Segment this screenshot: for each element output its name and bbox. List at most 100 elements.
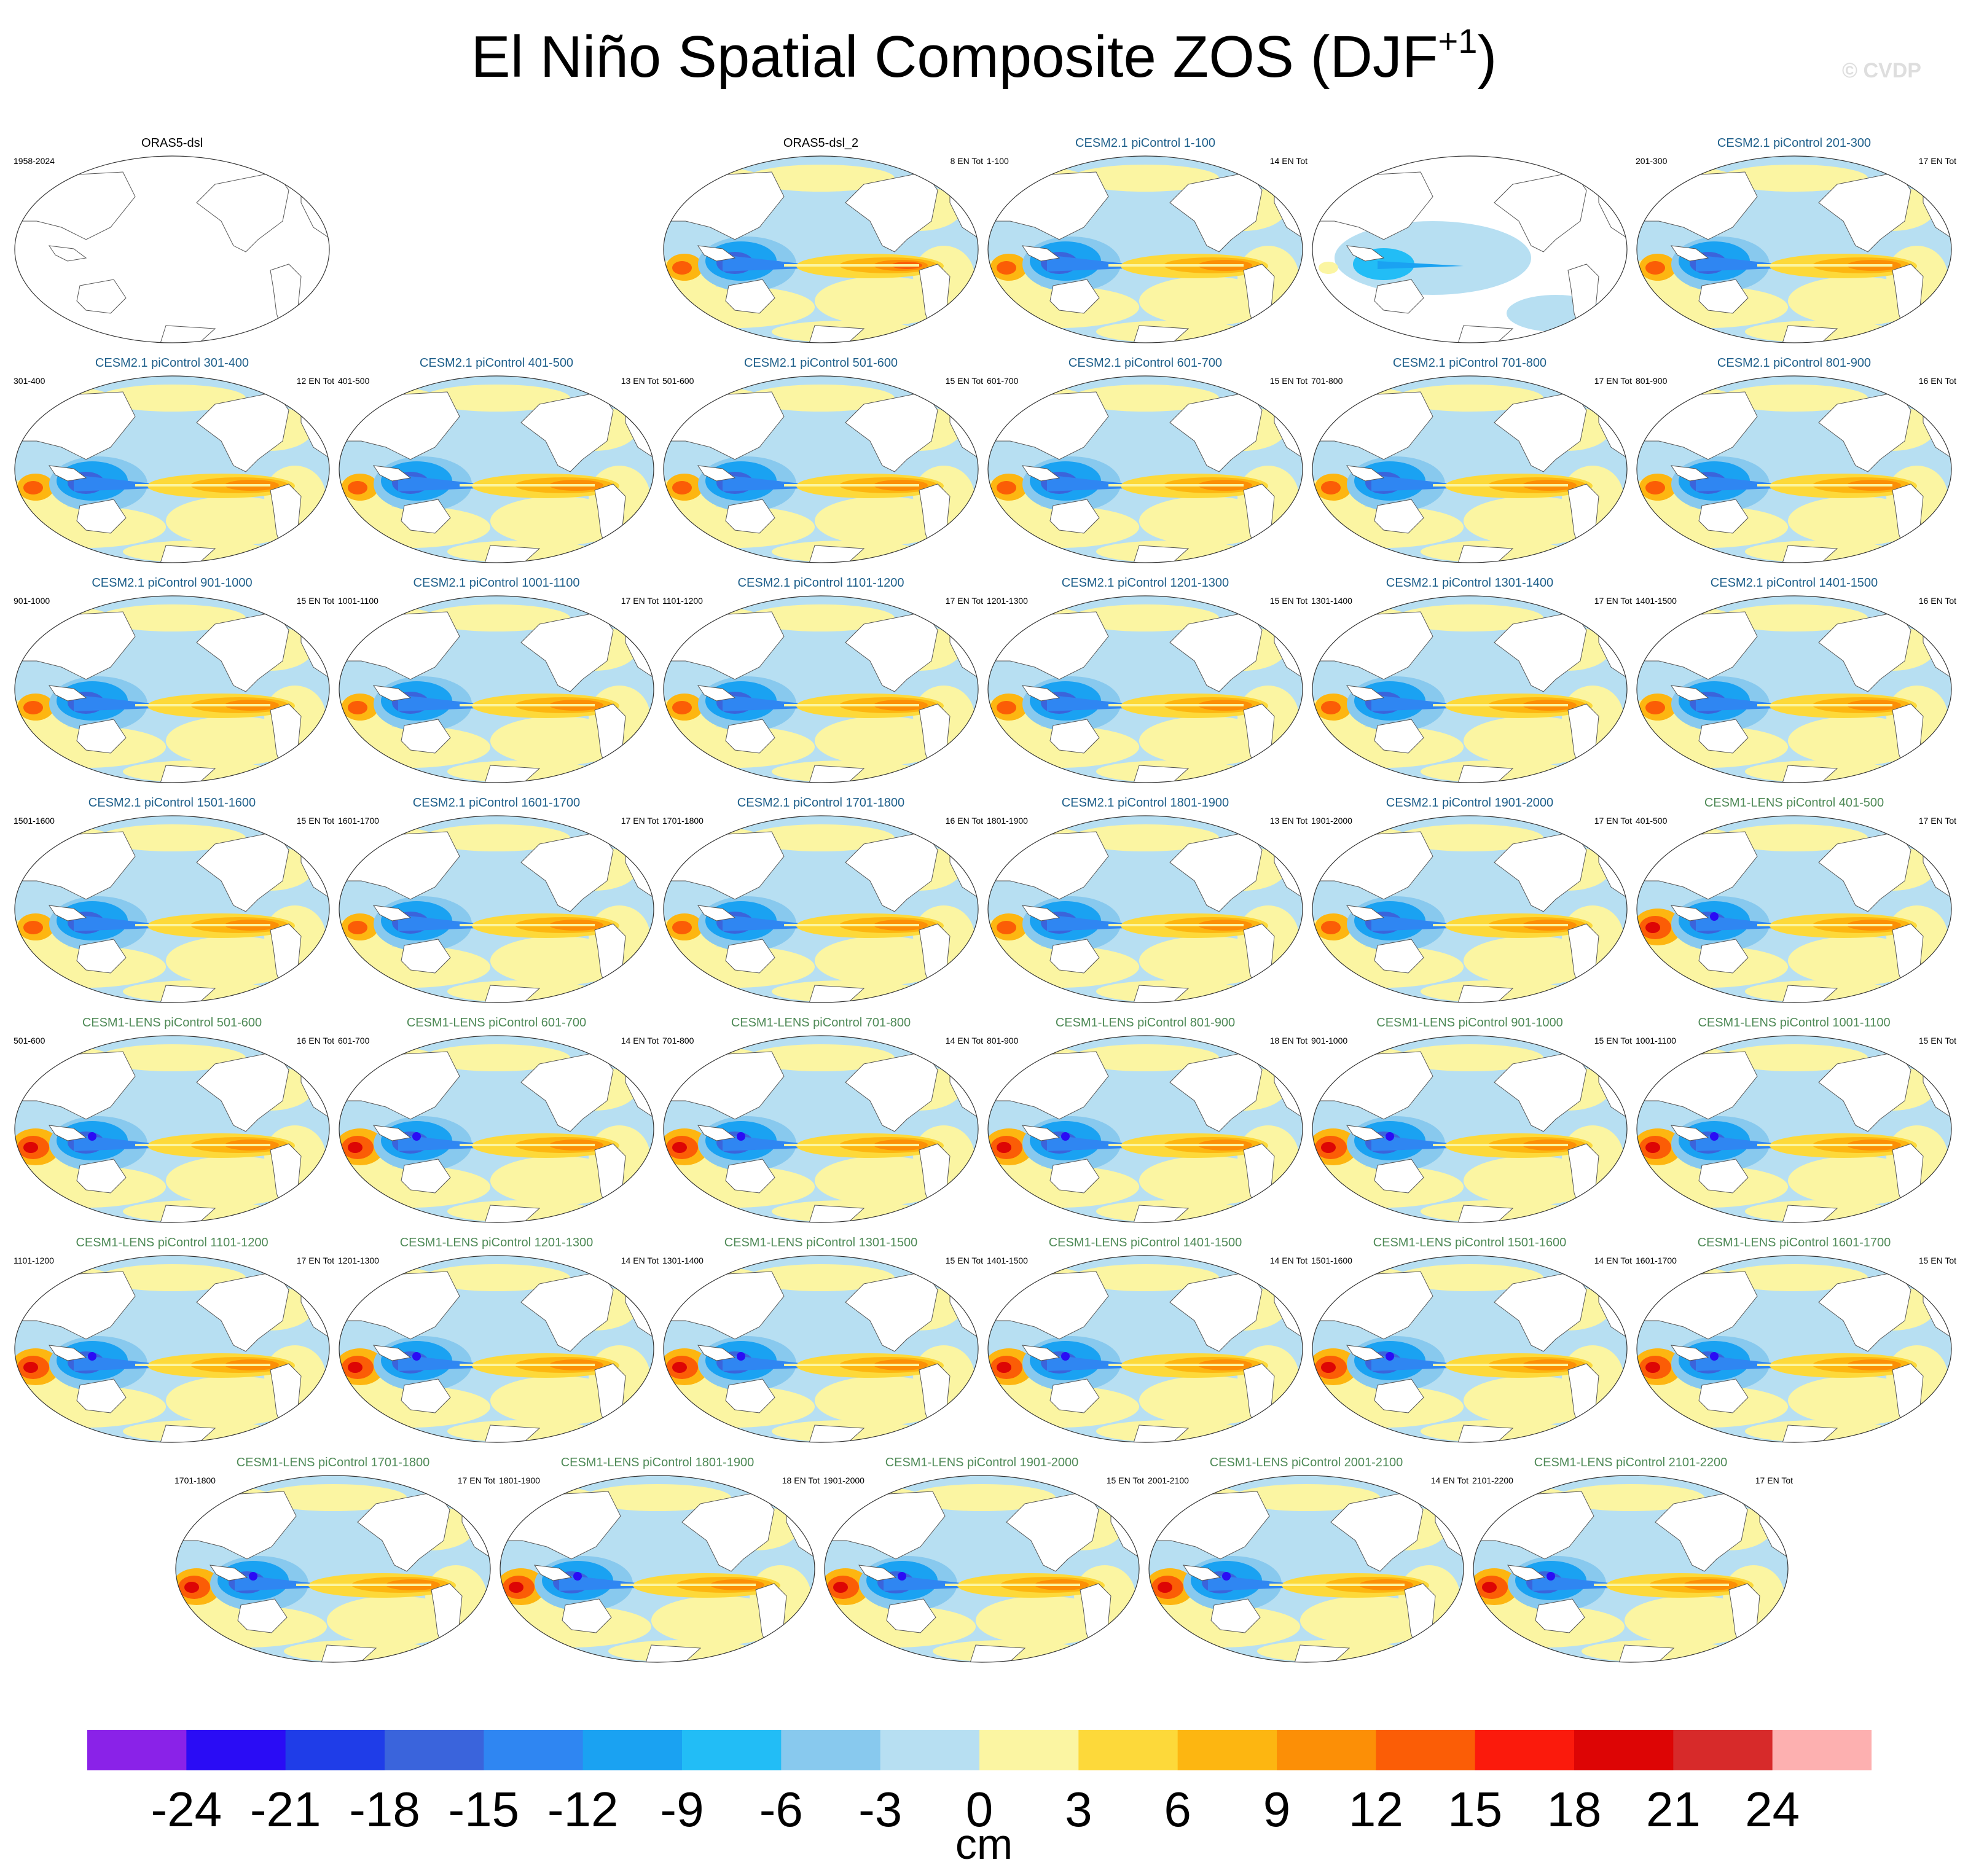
- ocean-field: [1637, 816, 1951, 1002]
- ocean-field: [825, 1475, 1139, 1662]
- map-panel: CESM1-LENS piControl 2101-2200 2101-2200 1…: [1471, 1456, 1793, 1665]
- ocean-field: [1312, 1036, 1627, 1222]
- colorbar-tick: -3: [858, 1782, 903, 1837]
- ocean-field: [988, 596, 1303, 783]
- panel-title: CESM2.1 piControl 301-400: [95, 356, 249, 370]
- map-plot: [987, 595, 1303, 783]
- panel-title: CESM1-LENS piControl 1201-1300: [399, 1236, 594, 1249]
- ocean-field: [15, 376, 329, 563]
- title-main: El Niño Spatial Composite ZOS (DJF: [471, 24, 1438, 90]
- panel-years: 1601-1700: [338, 816, 379, 826]
- map-panel: CESM1-LENS piControl 901-1000 901-1000 15 …: [1310, 1016, 1632, 1225]
- colorbar-tick: 12: [1348, 1782, 1403, 1837]
- colorbar-segment: [1574, 1730, 1674, 1770]
- panel-event-count: 17 EN Tot: [1918, 156, 1956, 166]
- ocean-field: [1149, 1475, 1464, 1662]
- panel-years: 301-400: [14, 376, 45, 386]
- panel-years: 401-500: [338, 376, 370, 386]
- panel-event-count: 15 EN Tot: [945, 1256, 983, 1265]
- colorbar-tick: 6: [1164, 1782, 1191, 1837]
- ocean-field: [988, 1256, 1303, 1442]
- map-panel: CESM1-LENS piControl 801-900 801-900 18 EN…: [986, 1016, 1307, 1225]
- panel-event-count: 15 EN Tot: [945, 376, 983, 386]
- ocean-field: [339, 1256, 654, 1442]
- panel-title: CESM2.1 piControl 1801-1900: [1061, 796, 1229, 810]
- colorbar-tick: -15: [448, 1782, 520, 1837]
- map-plot: [1148, 1475, 1464, 1663]
- panel-years: 1801-1900: [987, 816, 1028, 826]
- panel-years: 1401-1500: [1636, 596, 1677, 606]
- panel-event-count: 14 EN Tot: [621, 1256, 659, 1265]
- map-panel: CESM1-LENS piControl 2001-2100 2001-2100 1…: [1147, 1456, 1468, 1665]
- map-plot: [987, 1255, 1303, 1443]
- colorbar-tick: -9: [660, 1782, 704, 1837]
- map-plot: [663, 155, 979, 343]
- map-plot: [175, 1475, 491, 1663]
- panel-title: CESM2.1 piControl 801-900: [1717, 356, 1872, 370]
- panel-event-count: 14 EN Tot: [945, 1036, 983, 1045]
- panel-years: 501-600: [14, 1036, 45, 1045]
- ocean-field: [664, 1256, 978, 1442]
- panel-years: 1958-2024: [14, 156, 55, 166]
- panel-years: 2101-2200: [1472, 1475, 1513, 1485]
- ocean-field: [339, 376, 654, 563]
- map-plot: [1312, 815, 1628, 1003]
- panel-title: CESM1-LENS piControl 1401-1500: [1048, 1236, 1242, 1249]
- colorbar-segment: [582, 1730, 683, 1770]
- colorbar-segment: [87, 1730, 187, 1770]
- map-panel: CESM2.1 piControl 1301-1400 1301-1400 17 E…: [1310, 576, 1632, 785]
- map-panel: CESM2.1 piControl 201-300 201-300 17 EN To…: [1634, 136, 1956, 345]
- map-panel: CESM2.1 piControl 1101-1200 1101-1200 17 E…: [661, 576, 983, 785]
- panel-years: 1801-1900: [499, 1475, 540, 1485]
- colorbar-tick: 0: [965, 1782, 994, 1837]
- title-close: ): [1477, 24, 1497, 90]
- map-panel: CESM1-LENS piControl 1901-2000 1901-2000 1…: [822, 1456, 1144, 1665]
- panel-title: CESM1-LENS piControl 2001-2100: [1209, 1456, 1403, 1469]
- panel-title: CESM1-LENS piControl 2101-2200: [1534, 1456, 1728, 1469]
- panel-event-count: 12 EN Tot: [296, 376, 334, 386]
- panel-title: CESM2.1 piControl 1101-1200: [737, 576, 904, 590]
- panel-years: 1101-1200: [14, 1256, 54, 1265]
- panel-years: 1201-1300: [338, 1256, 379, 1265]
- ocean-field: [1637, 376, 1951, 563]
- map-panel: CESM1-LENS piControl 1401-1500 1401-1500 1…: [986, 1236, 1307, 1445]
- map-plot: [663, 1035, 979, 1223]
- map-panel: CESM1-LENS piControl 401-500 401-500 17 EN…: [1634, 796, 1956, 1005]
- panel-title: CESM1-LENS piControl 1301-1500: [724, 1236, 918, 1249]
- map-panel: ORAS5-dsl 1958-2024: [12, 136, 332, 345]
- panel-event-count: 17 EN Tot: [457, 1475, 495, 1485]
- panel-title: CESM1-LENS piControl 1901-2000: [885, 1456, 1079, 1469]
- ocean-field: [15, 1036, 329, 1222]
- panel-title: CESM2.1 piControl 1001-1100: [413, 576, 580, 590]
- panel-years: 1901-2000: [1311, 816, 1352, 826]
- colorbar-tick: -6: [759, 1782, 803, 1837]
- panel-event-count: 17 EN Tot: [1755, 1475, 1793, 1485]
- panel-title: ORAS5-dsl: [141, 136, 203, 150]
- panel-years: 1201-1300: [987, 596, 1028, 606]
- panel-title: CESM1-LENS piControl 901-1000: [1376, 1016, 1563, 1030]
- coastlines: [15, 171, 329, 343]
- coastlines: [664, 171, 978, 343]
- ocean-field: [664, 596, 978, 783]
- map-panel: CESM1-LENS piControl 1501-1600 1501-1600 1…: [1310, 1236, 1632, 1445]
- colorbar-segment: [1376, 1730, 1476, 1770]
- panel-event-count: 13 EN Tot: [621, 376, 659, 386]
- panel-title: CESM2.1 piControl 901-1000: [92, 576, 253, 590]
- map-plot: [663, 595, 979, 783]
- ocean-field: [1637, 1256, 1951, 1442]
- colorbar-tick: 3: [1065, 1782, 1092, 1837]
- map-panel: CESM2.1 piControl 701-800 701-800 17 EN To…: [1310, 356, 1632, 565]
- map-plot: [1636, 155, 1952, 343]
- map-plot: [339, 1255, 654, 1443]
- map-plot: [824, 1475, 1140, 1663]
- panel-years: 1501-1600: [1311, 1256, 1352, 1265]
- map-panel: CESM1-LENS piControl 1301-1500 1301-1400 1…: [661, 1236, 983, 1445]
- panel-title: CESM1-LENS piControl 1101-1200: [76, 1236, 269, 1249]
- panel-years: 601-700: [987, 376, 1019, 386]
- panel-years: 1001-1100: [1636, 1036, 1676, 1045]
- panel-event-count: 16 EN Tot: [945, 816, 983, 826]
- panel-event-count: 14 EN Tot: [1594, 1256, 1632, 1265]
- map-plot: [1473, 1475, 1789, 1663]
- panel-event-count: 15 EN Tot: [296, 816, 334, 826]
- panel-title: CESM1-LENS piControl 501-600: [82, 1016, 262, 1030]
